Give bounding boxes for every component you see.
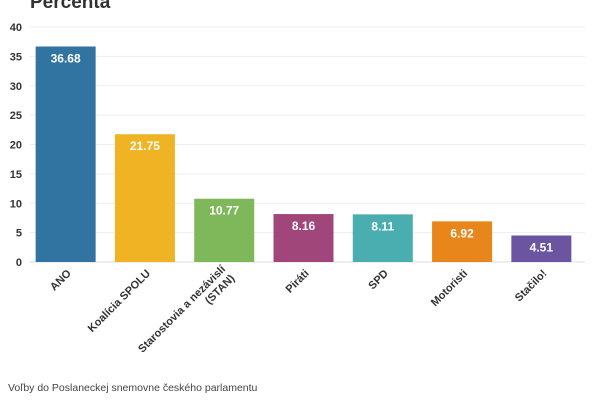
y-tick-label: 20 <box>10 140 22 152</box>
data-label: 21.75 <box>130 139 160 153</box>
data-label: 8.16 <box>292 219 316 233</box>
data-label: 6.92 <box>450 226 474 240</box>
bar <box>35 46 96 262</box>
bar <box>114 134 175 262</box>
data-label: 8.11 <box>371 219 394 233</box>
y-tick-label: 15 <box>10 169 22 181</box>
chart-footer: Voľby do Poslaneckej snemovne českého pa… <box>8 382 258 394</box>
x-tick-label: SPD <box>366 268 391 293</box>
x-tick-label: Starostovia a nezávislí(STAN) <box>136 263 238 365</box>
y-tick-label: 40 <box>10 22 22 34</box>
data-label: 10.77 <box>209 204 239 218</box>
chart-title: Percenta <box>30 0 111 13</box>
y-tick-label: 0 <box>16 257 22 269</box>
data-label: 4.51 <box>530 241 554 255</box>
bar <box>432 221 493 262</box>
y-tick-label: 35 <box>10 51 22 63</box>
bar <box>352 214 413 262</box>
y-tick-label: 5 <box>16 228 22 240</box>
x-tick-label: ANO <box>48 267 74 293</box>
x-tick-label: Stačilo! <box>513 268 550 305</box>
x-tick-label: Piráti <box>284 268 312 296</box>
y-tick-label: 25 <box>10 110 22 122</box>
bar <box>511 235 572 262</box>
x-tick-label: Motoristi <box>429 268 470 309</box>
bar <box>273 214 334 262</box>
bar <box>194 198 255 262</box>
data-label: 36.68 <box>51 52 81 66</box>
x-tick-label: Koalícia SPOLU <box>86 268 153 335</box>
y-tick-label: 30 <box>10 81 22 93</box>
y-tick-label: 10 <box>10 198 22 210</box>
